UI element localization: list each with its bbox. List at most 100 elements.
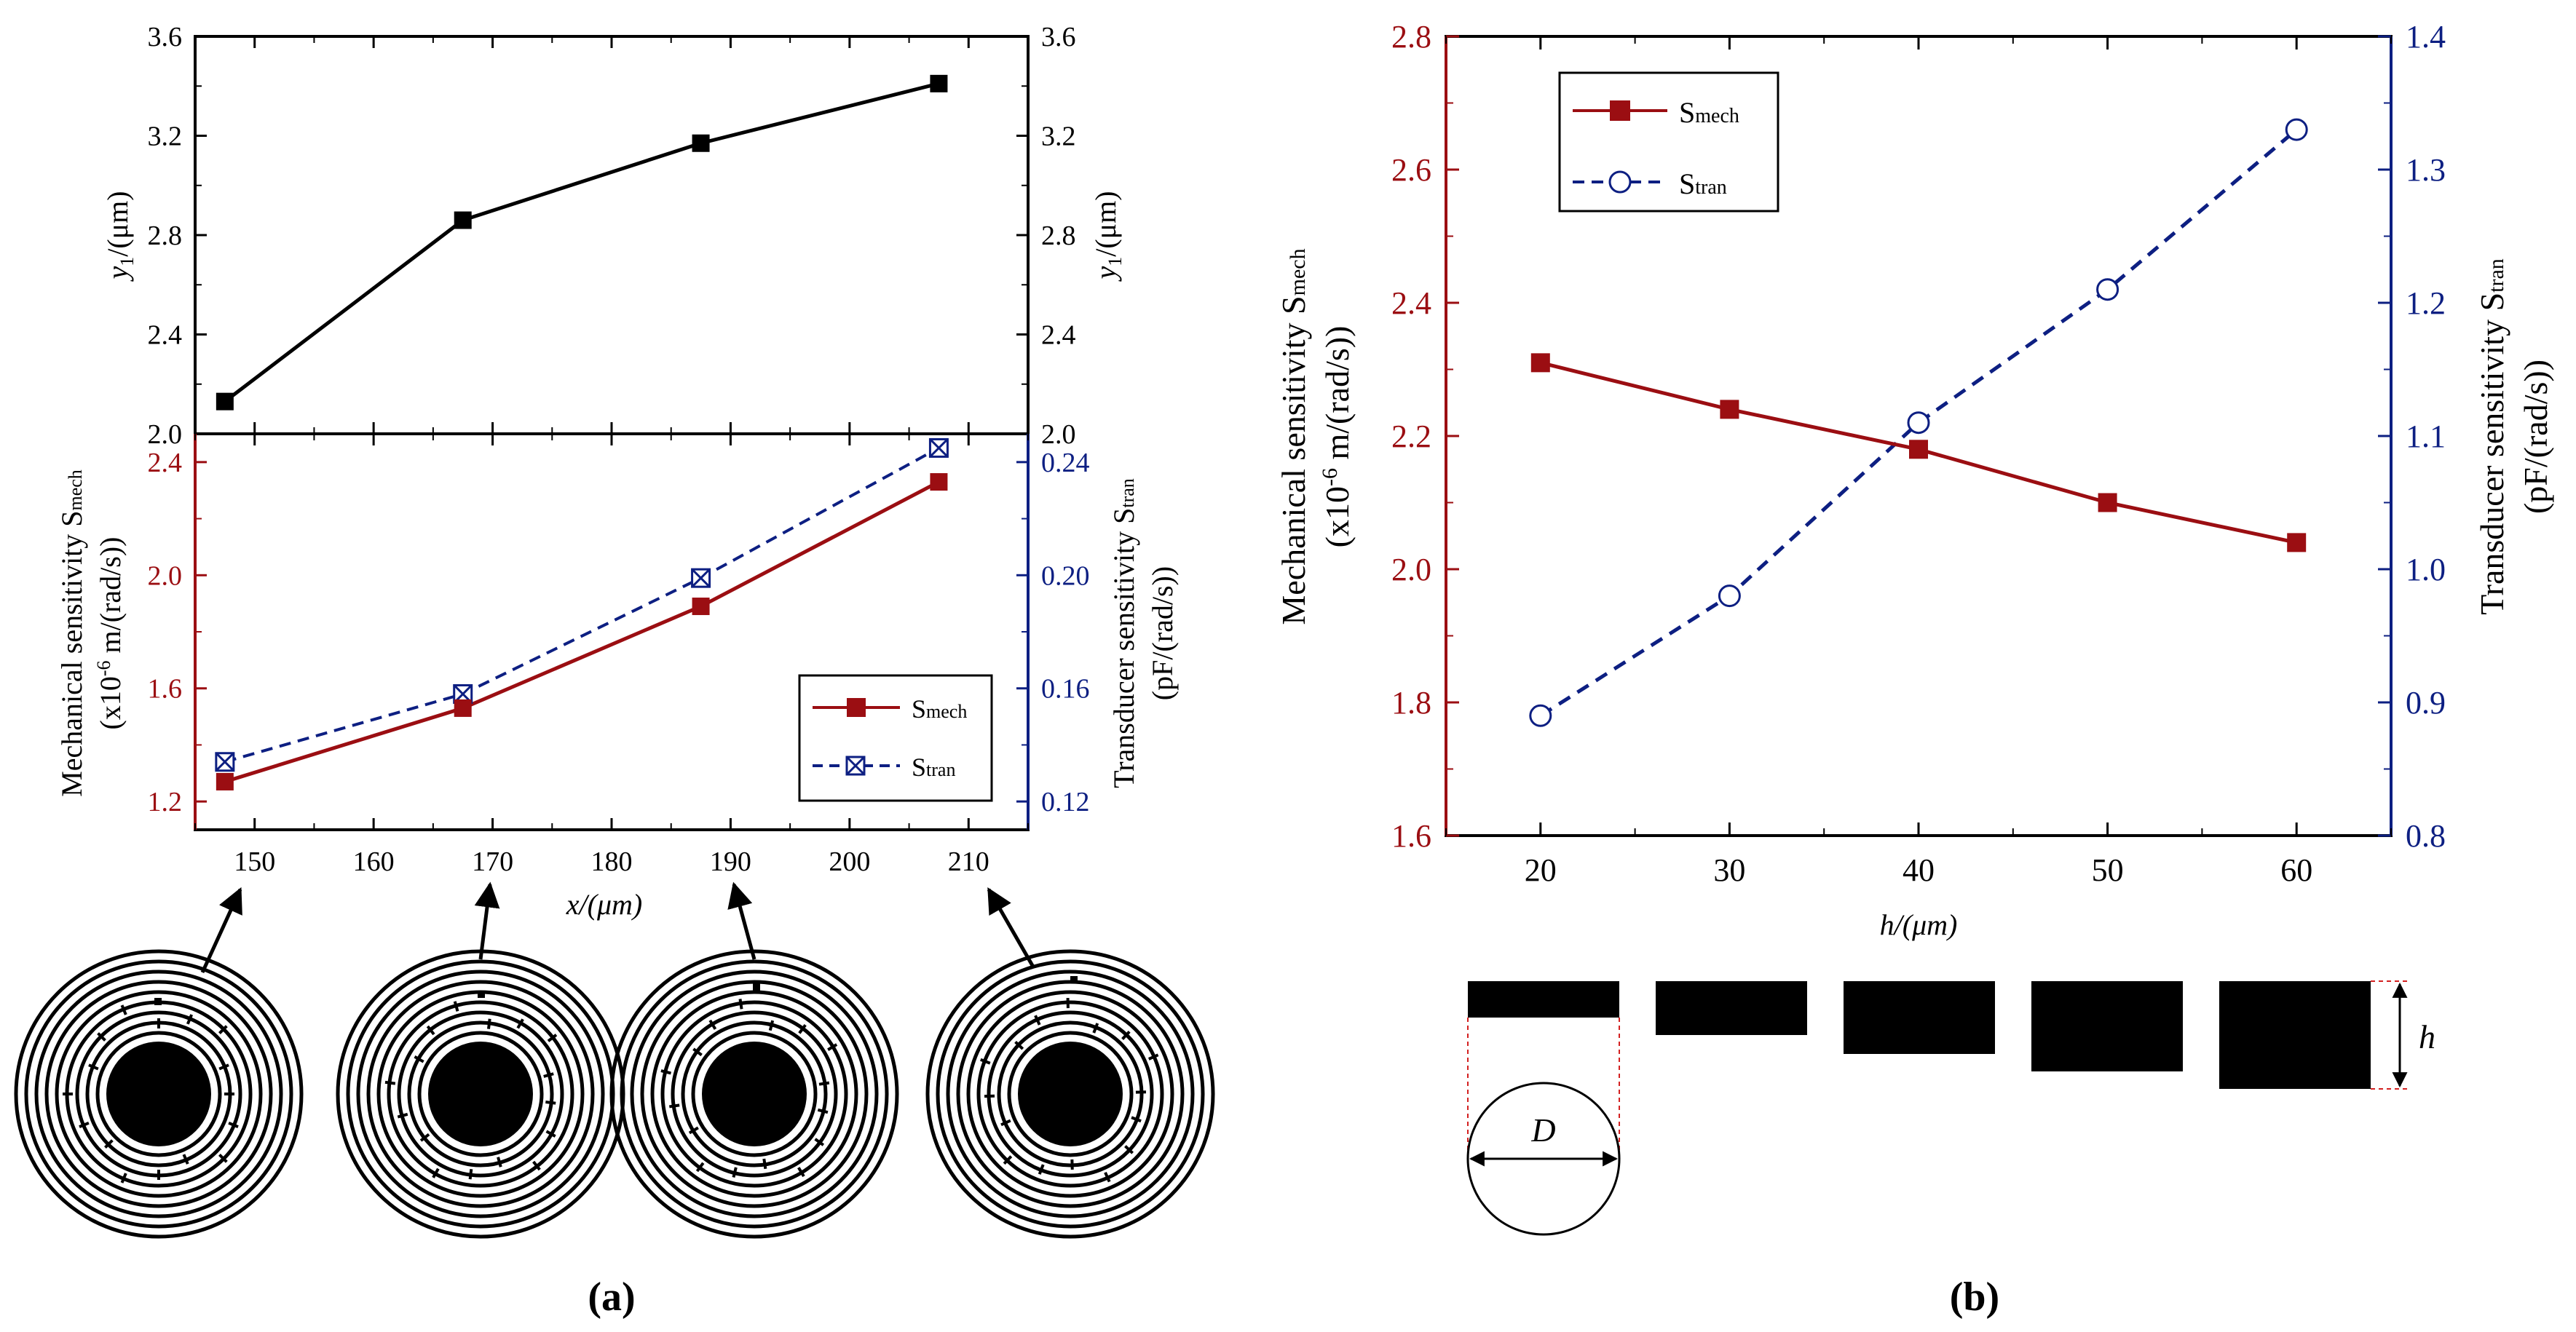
y-tick-label-b-right: 1.2 (2406, 285, 2446, 321)
marker-cross-2 (929, 438, 949, 458)
disk-ring (44, 980, 273, 1208)
disk-spoke (1000, 1119, 1011, 1127)
x-axis-a-bottom: 150 160 170 180 190 200 210 (194, 434, 1029, 877)
disk-spoke (738, 999, 743, 1010)
y-axis-label-a-right-line2: (pF/(rad/s)) (1146, 566, 1179, 700)
marker-cross-2 (691, 568, 711, 588)
disk-ring (417, 1031, 544, 1157)
disk-spoke (419, 1133, 430, 1142)
y-tick-label-b-right: 0.8 (2406, 818, 2446, 854)
data-point-smech-a (692, 598, 710, 616)
x-axis-b: 20 30 40 50 60 (1445, 36, 2392, 888)
dimension-D-label: D (1530, 1111, 1555, 1149)
y-tick-label-b-right: 1.0 (2406, 552, 2446, 587)
y-axis-left-a-bottom: 1.2 1.6 2.0 2.4 (148, 434, 207, 830)
series-line-y1 (224, 82, 940, 403)
legend-marker-tran-b (1608, 170, 1632, 194)
disk-spoke (818, 1081, 830, 1086)
disk-ring (1007, 1031, 1134, 1157)
disk-ring (630, 970, 879, 1218)
disk-spoke (486, 1018, 491, 1029)
disk-spoke (762, 1158, 767, 1170)
disk-spoke (768, 1020, 775, 1031)
series-line-stran-b (1539, 128, 2298, 718)
y-axis-label-a-right-line1: Transducer sensitivity Stran (1107, 478, 1140, 788)
data-point-y1 (930, 74, 948, 92)
disk-ring (681, 1020, 828, 1168)
y-tick-label-a-top-right: 3.6 (1041, 22, 1076, 52)
x-tick-label-a: 210 (948, 847, 989, 877)
disk-spoke (817, 1108, 829, 1114)
disk-ring (55, 990, 263, 1198)
y-axis-label-a-top-right: y1/(μm) (1089, 191, 1126, 282)
disk-ring (620, 959, 889, 1229)
disk-ring (356, 970, 605, 1218)
disk-spoke (688, 1126, 699, 1135)
y-tick-label-a-top-right: 2.0 (1041, 419, 1076, 450)
disk-core (1018, 1042, 1123, 1146)
marker-cross-2 (215, 752, 234, 772)
legend-label-tran-a: Stran (912, 753, 955, 782)
disk-spoke (1034, 1015, 1041, 1026)
y-axis-label-a-left-line2: (x10-6 m/(rad/s)) (93, 537, 127, 730)
disk-ring (976, 1000, 1164, 1188)
disk-spoke (1038, 1164, 1045, 1175)
disk-spoke (414, 1055, 424, 1063)
x-axis-ticks-a-top (194, 36, 1029, 434)
disk-ring (609, 949, 899, 1239)
x-tick-label-b: 20 (1525, 852, 1557, 888)
series-group-b (1529, 118, 2308, 727)
y-tick-label-b-right: 0.9 (2406, 685, 2446, 721)
disk-spoke (732, 1167, 738, 1178)
disk-ring (95, 1031, 222, 1157)
series-line-stran-a (224, 446, 940, 764)
data-point-smech-b (1909, 440, 1928, 459)
y-tick-label-b-left: 2.0 (1391, 552, 1431, 587)
disk-spoke (660, 1069, 671, 1075)
y-tick-label-b-right: 1.1 (2406, 419, 2446, 454)
legend-box-a (798, 674, 993, 802)
disk-spoke (426, 1025, 435, 1036)
y-axis-right-b: 0.8 0.9 1.0 1.1 1.2 1.3 1.4 (2378, 19, 2446, 854)
disk-ring (997, 1020, 1144, 1168)
data-point-stran-a (691, 568, 711, 588)
disk-spoke (1121, 1031, 1131, 1040)
disk-spoke (97, 1032, 106, 1042)
disk-spoke (708, 1019, 717, 1030)
disk-spoke (432, 1168, 440, 1178)
y-tick-label-a-bottom-right: 0.20 (1041, 560, 1090, 591)
y-axis-label-b-right-line2: (pF/(rad/s)) (2517, 360, 2554, 514)
disk-spoke (120, 1173, 127, 1184)
legend-box-b (1558, 71, 1779, 213)
disk-ring (650, 990, 858, 1198)
y-tick-label-b-left: 1.8 (1391, 685, 1431, 721)
disk-spoke (228, 1121, 239, 1129)
disk-spoke (1092, 1023, 1099, 1034)
disk-ring (946, 970, 1195, 1218)
y-tick-label-a-top-left: 2.8 (148, 221, 183, 251)
y-tick-label-a-top-left: 2.0 (148, 419, 183, 450)
cross-section-blocks: D h (1466, 980, 2435, 1236)
data-point-stran-a (928, 437, 949, 458)
y-axis-right-a-top: 2.0 2.4 2.8 3.2 3.6 (1016, 22, 1076, 450)
plot-frame-a-top (194, 35, 1030, 435)
disk-spoke (532, 1160, 541, 1171)
x-tick-label-b: 50 (2092, 852, 2124, 888)
x-tick-label-a: 150 (234, 847, 275, 877)
disk-ring (407, 1020, 554, 1168)
legend-label-tran-b: Stran (1679, 167, 1727, 200)
data-point-stran-b (2096, 278, 2119, 301)
disk-marker (154, 998, 162, 1005)
disk-spoke (1014, 1040, 1024, 1050)
y-tick-label-a-bottom-right: 0.12 (1041, 787, 1090, 817)
disk-spoke (79, 1121, 90, 1129)
x-axis-label-a: x/(μm) (566, 888, 642, 921)
legend-marker-mech-b (1610, 100, 1630, 121)
disk-spoke (218, 1025, 228, 1034)
chart-a-top: 2.02.42.83.23.6 2.02.42.83.23.6 y1/(μm) … (101, 22, 1126, 450)
y-tick-label-b-left: 2.2 (1391, 419, 1431, 454)
y-tick-label-b-right: 1.3 (2406, 152, 2446, 188)
series-line-smech-a (224, 480, 940, 784)
y-tick-label-b-left: 2.8 (1391, 19, 1431, 55)
